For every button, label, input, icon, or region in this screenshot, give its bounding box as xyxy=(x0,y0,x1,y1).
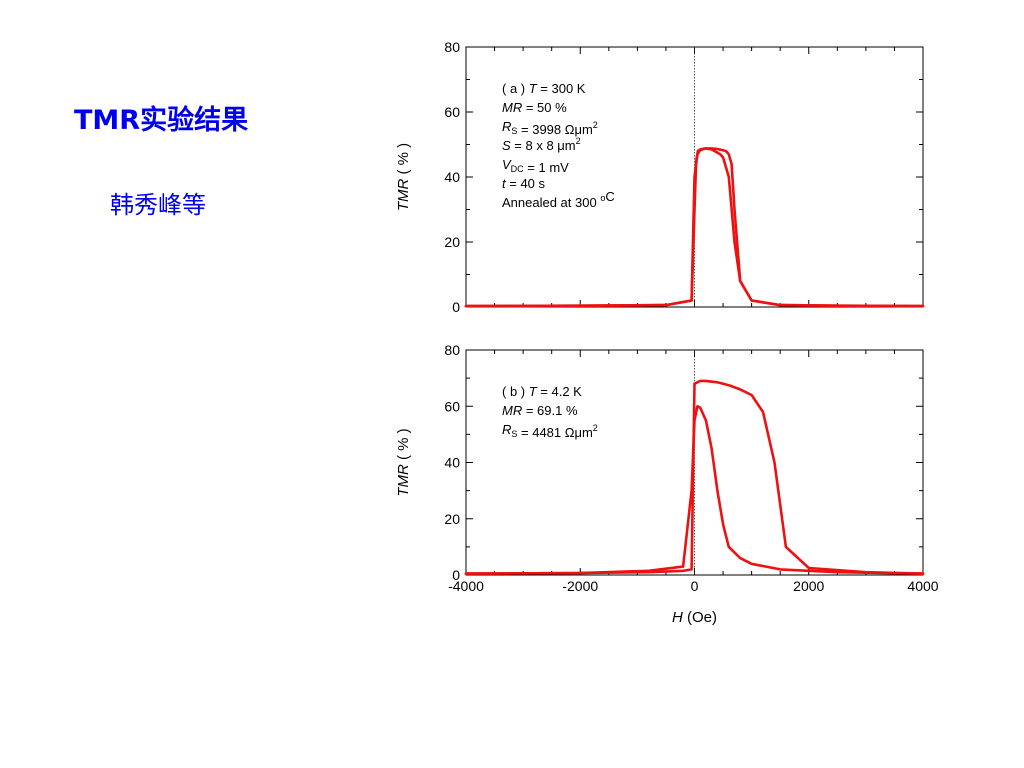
y-tick-label: 60 xyxy=(444,398,460,414)
annotation-line: t = 40 s xyxy=(502,176,546,191)
slide-title: TMR实验结果 xyxy=(74,105,249,136)
y-tick-label: 0 xyxy=(452,299,460,315)
y-tick-label: 80 xyxy=(444,39,460,55)
y-tick-label: 20 xyxy=(444,511,460,527)
annotation-line: MR = 50 % xyxy=(502,100,567,115)
x-tick-label: 4000 xyxy=(907,578,938,594)
x-axis-title: H (Oe) xyxy=(672,609,717,626)
series-line-1 xyxy=(464,404,925,575)
annotation-line: VDC = 1 mV xyxy=(502,157,569,175)
series-line-2 xyxy=(464,147,925,308)
y-axis-title: TMR ( % ) xyxy=(395,428,412,496)
annotation-line: ( b ) T = 4.2 K xyxy=(502,384,582,399)
annotation-line: RS = 4481 Ωμm2 xyxy=(502,422,598,440)
x-tick-label: 0 xyxy=(691,578,699,594)
annotation-line: S = 8 x 8 μm2 xyxy=(502,136,581,153)
series-line-2 xyxy=(464,379,925,575)
y-axis-title: TMR ( % ) xyxy=(395,143,412,211)
y-tick-label: 80 xyxy=(444,342,460,358)
annotation-line: RS = 3998 Ωμm2 xyxy=(502,119,598,137)
y-tick-label: 20 xyxy=(444,234,460,250)
y-tick-label: 60 xyxy=(444,104,460,120)
annotation-line: Annealed at 300 oC xyxy=(502,189,615,210)
annotation-line: ( a ) T = 300 K xyxy=(502,81,586,96)
y-tick-label: 40 xyxy=(444,169,460,185)
x-tick-label: -4000 xyxy=(448,578,484,594)
y-tick-label: 40 xyxy=(444,455,460,471)
x-tick-label: 2000 xyxy=(793,578,824,594)
x-tick-label: -2000 xyxy=(562,578,598,594)
y-tick-label: 0 xyxy=(452,567,460,583)
annotation-line: MR = 69.1 % xyxy=(502,403,578,418)
chart-panel-b: 0 20 40 60 80 -4000 -2000 0 2000 4000 TMR ( % ) H (… xyxy=(395,342,939,626)
slide-authors: 韩秀峰等 xyxy=(110,191,206,219)
chart-panel-a: 0 20 40 60 80 TMR ( % ) ( a ) T = 300 K MR = 50… xyxy=(395,39,925,315)
